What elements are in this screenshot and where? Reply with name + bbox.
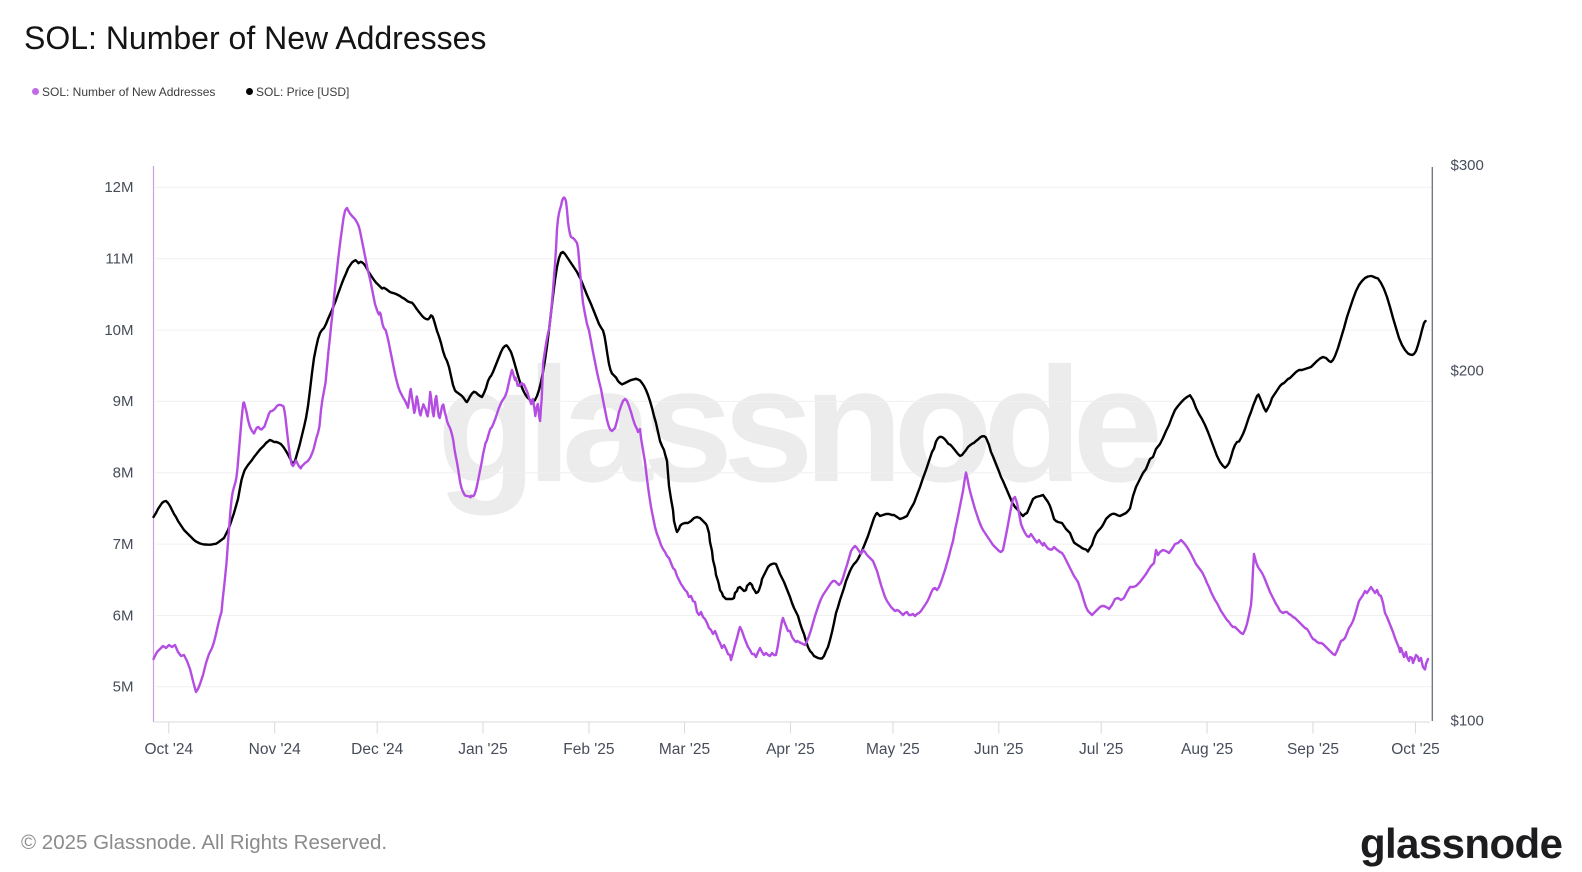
svg-text:Jan '25: Jan '25	[458, 741, 508, 758]
svg-text:Jul '25: Jul '25	[1079, 741, 1123, 758]
svg-text:Dec '24: Dec '24	[351, 741, 403, 758]
svg-text:7M: 7M	[113, 536, 134, 553]
svg-text:Aug '25: Aug '25	[1181, 741, 1233, 758]
svg-text:11M: 11M	[105, 251, 133, 268]
svg-text:Sep '25: Sep '25	[1287, 741, 1339, 758]
svg-text:Oct '24: Oct '24	[144, 741, 193, 758]
svg-text:9M: 9M	[113, 393, 134, 410]
svg-text:Oct '25: Oct '25	[1391, 741, 1440, 758]
svg-text:$200: $200	[1451, 363, 1484, 380]
svg-text:$300: $300	[1451, 157, 1484, 174]
svg-text:Feb '25: Feb '25	[563, 741, 614, 758]
svg-text:Jun '25: Jun '25	[974, 741, 1024, 758]
svg-text:8M: 8M	[113, 465, 134, 482]
svg-text:$100: $100	[1451, 713, 1484, 730]
svg-text:12M: 12M	[104, 179, 133, 196]
svg-text:Nov '24: Nov '24	[249, 741, 301, 758]
svg-text:glassnode: glassnode	[437, 333, 1159, 516]
svg-text:6M: 6M	[113, 607, 134, 624]
svg-text:5M: 5M	[113, 679, 134, 696]
svg-text:Apr '25: Apr '25	[766, 741, 815, 758]
svg-text:10M: 10M	[104, 322, 133, 339]
svg-text:Mar '25: Mar '25	[659, 741, 710, 758]
svg-text:May '25: May '25	[866, 741, 920, 758]
